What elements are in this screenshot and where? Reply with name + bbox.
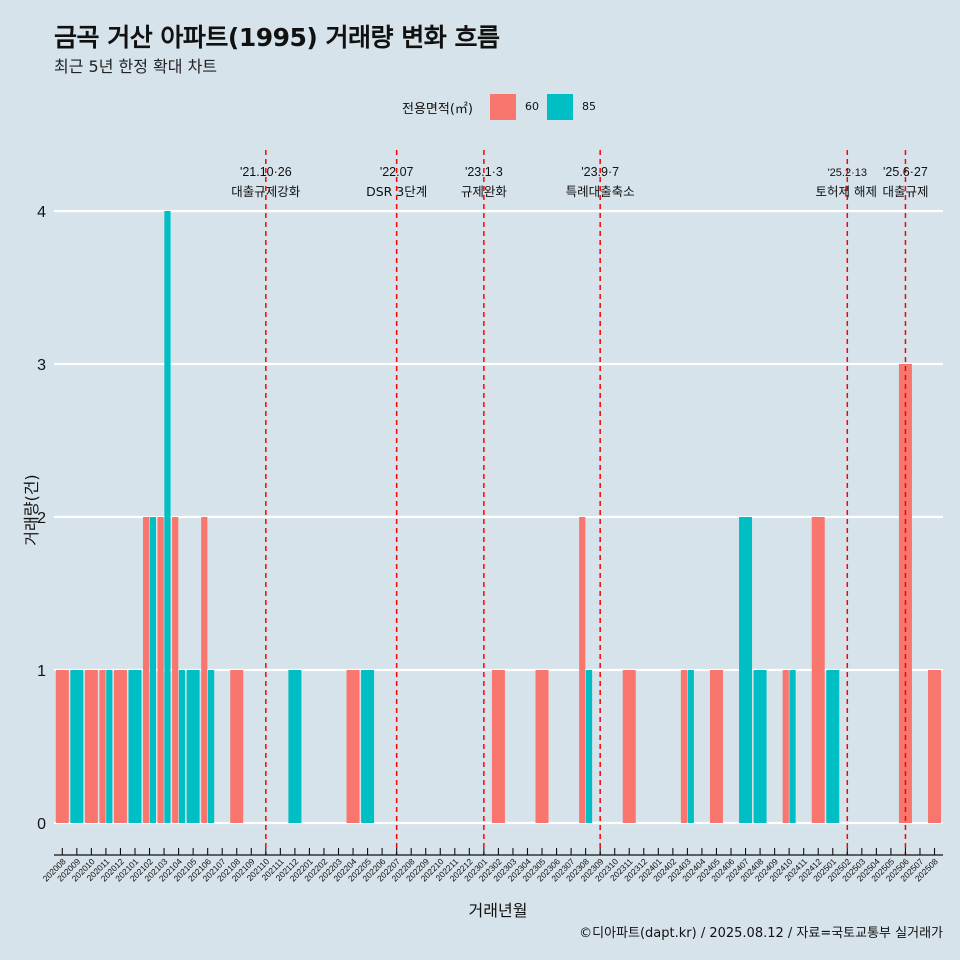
annotation-date: '22.07 xyxy=(380,165,414,179)
bar-85 xyxy=(361,670,375,823)
bar-85 xyxy=(106,670,113,823)
y-axis-title: 거래량(건) xyxy=(22,474,41,546)
annotation-date: '25.6·27 xyxy=(883,165,928,179)
bar-85 xyxy=(288,670,302,823)
bar-85 xyxy=(789,670,796,823)
annotation-date: '23.9·7 xyxy=(581,165,619,179)
y-tick-label: 3 xyxy=(37,357,46,374)
legend-label-60: 60 xyxy=(525,100,539,113)
bar-85 xyxy=(207,670,215,823)
bar-60 xyxy=(113,670,127,823)
y-tick-label: 1 xyxy=(37,663,46,680)
bar-60 xyxy=(346,670,360,823)
bar-85 xyxy=(687,670,694,823)
annotation-label: 규제완화 xyxy=(461,184,508,199)
y-tick-label: 0 xyxy=(37,816,46,833)
bar-60 xyxy=(535,670,549,823)
bar-85 xyxy=(186,670,200,823)
bar-85 xyxy=(826,670,840,823)
bar-85 xyxy=(753,670,767,823)
bar-60 xyxy=(928,670,942,823)
legend: 전용면적(㎡) 60 85 xyxy=(0,92,960,122)
x-axis-title: 거래년월 xyxy=(468,901,528,920)
y-tick-label: 2 xyxy=(37,510,46,527)
legend-key-60 xyxy=(490,94,516,120)
annotation-label: 대출규제 xyxy=(882,184,928,199)
bar-60 xyxy=(99,670,106,823)
bar-60 xyxy=(55,670,69,823)
annotation-label: DSR 3단계 xyxy=(366,184,427,199)
bar-85 xyxy=(739,517,753,823)
bar-85 xyxy=(70,670,84,823)
bar-60 xyxy=(143,517,150,823)
bar-85 xyxy=(128,670,142,823)
annotation-label: 대출규제강화 xyxy=(231,184,301,199)
bar-60 xyxy=(709,670,723,823)
bar-85 xyxy=(149,517,157,823)
bar-60 xyxy=(782,670,789,823)
bar-60 xyxy=(201,517,208,823)
bar-60 xyxy=(491,670,505,823)
bar-60 xyxy=(680,670,688,823)
annotation-date: '21.10·26 xyxy=(240,165,292,179)
bar-60 xyxy=(84,670,98,823)
source-caption: ©디아파트(dapt.kr) / 2025.08.12 / 자료=국토교통부 실… xyxy=(579,926,943,941)
bar-85 xyxy=(585,670,593,823)
bar-60 xyxy=(230,670,244,823)
bar-60 xyxy=(579,517,586,823)
legend-key-85 xyxy=(547,94,573,120)
chart-subtitle: 최근 5년 한정 확대 차트 xyxy=(54,57,218,76)
bar-85 xyxy=(164,211,171,823)
bar-85 xyxy=(178,670,186,823)
chart-title: 금곡 거산 아파트(1995) 거래량 변화 흐름 xyxy=(54,23,500,52)
bar-60 xyxy=(157,517,164,823)
annotation-label: 특례대출축소 xyxy=(566,184,635,199)
annotation-label: 토허제 해제 xyxy=(816,184,877,199)
annotation-date: '25.2·13 xyxy=(828,167,867,179)
bar-60 xyxy=(622,670,636,823)
bar-60 xyxy=(811,517,825,823)
bar-60 xyxy=(172,517,179,823)
annotation-date: '23.1·3 xyxy=(465,165,503,179)
legend-title: 전용면적(㎡) xyxy=(402,102,473,117)
y-tick-label: 4 xyxy=(37,204,46,221)
legend-label-85: 85 xyxy=(582,100,596,113)
